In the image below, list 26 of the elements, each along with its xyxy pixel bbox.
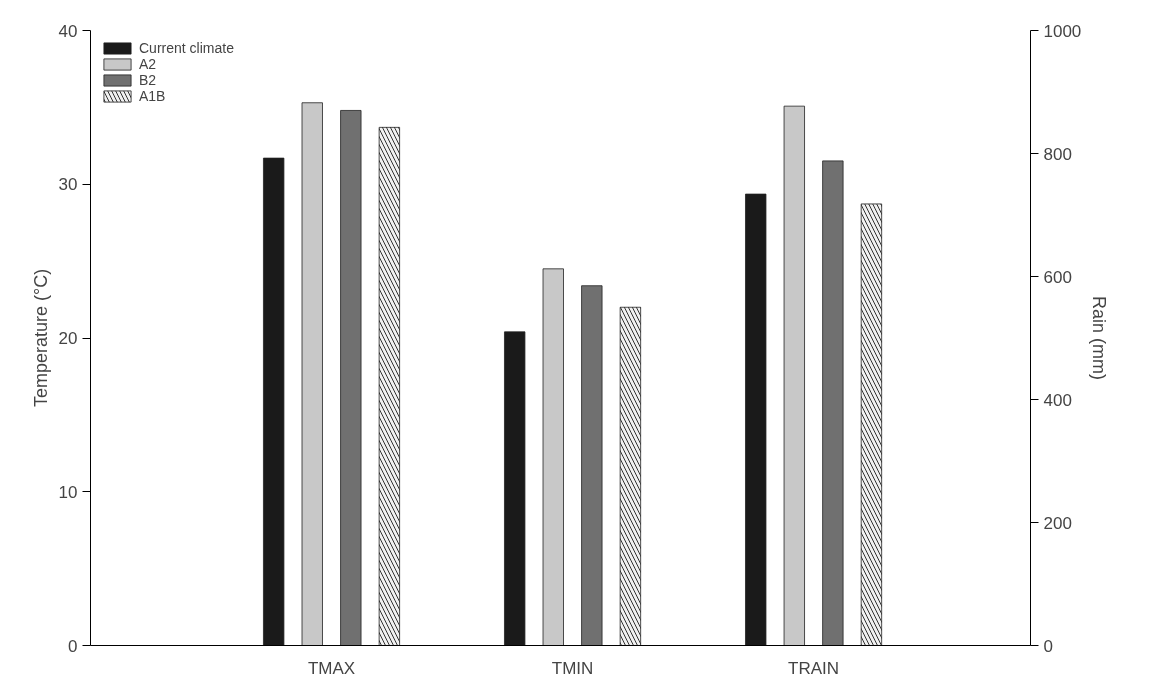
bar	[581, 285, 603, 646]
legend-label: A1B	[139, 88, 166, 104]
y2-tick-label: 400	[1043, 390, 1072, 410]
legend-label: Current climate	[139, 40, 234, 56]
bar	[542, 268, 564, 646]
y2-tick-label: 600	[1043, 267, 1072, 287]
y-tick-label: 20	[58, 329, 78, 348]
y-axis-title: Temperature (°C)	[30, 268, 51, 408]
y-tick-label: 40	[58, 21, 78, 41]
bar	[263, 157, 285, 646]
x-tick-label: TMIN	[551, 658, 594, 678]
y2-tick-label: 200	[1043, 513, 1072, 533]
x-tick-label: TMAX	[307, 658, 356, 678]
bar	[340, 110, 362, 646]
legend-label: A2	[139, 56, 158, 72]
legend-label: B2	[139, 72, 158, 88]
y2-tick-label: 1000	[1043, 21, 1082, 41]
bar	[301, 102, 323, 646]
y2-tick-label: 800	[1043, 144, 1072, 164]
y-tick-label: 10	[58, 482, 78, 502]
y2-axis-title: Rain (mm)	[1089, 296, 1110, 380]
bar	[504, 331, 526, 646]
x-tick-label: TRAIN	[788, 658, 840, 678]
y2-tick-label: 0	[1043, 636, 1053, 656]
y-tick-label: 0	[68, 636, 78, 656]
y-tick-label: 30	[58, 175, 78, 195]
